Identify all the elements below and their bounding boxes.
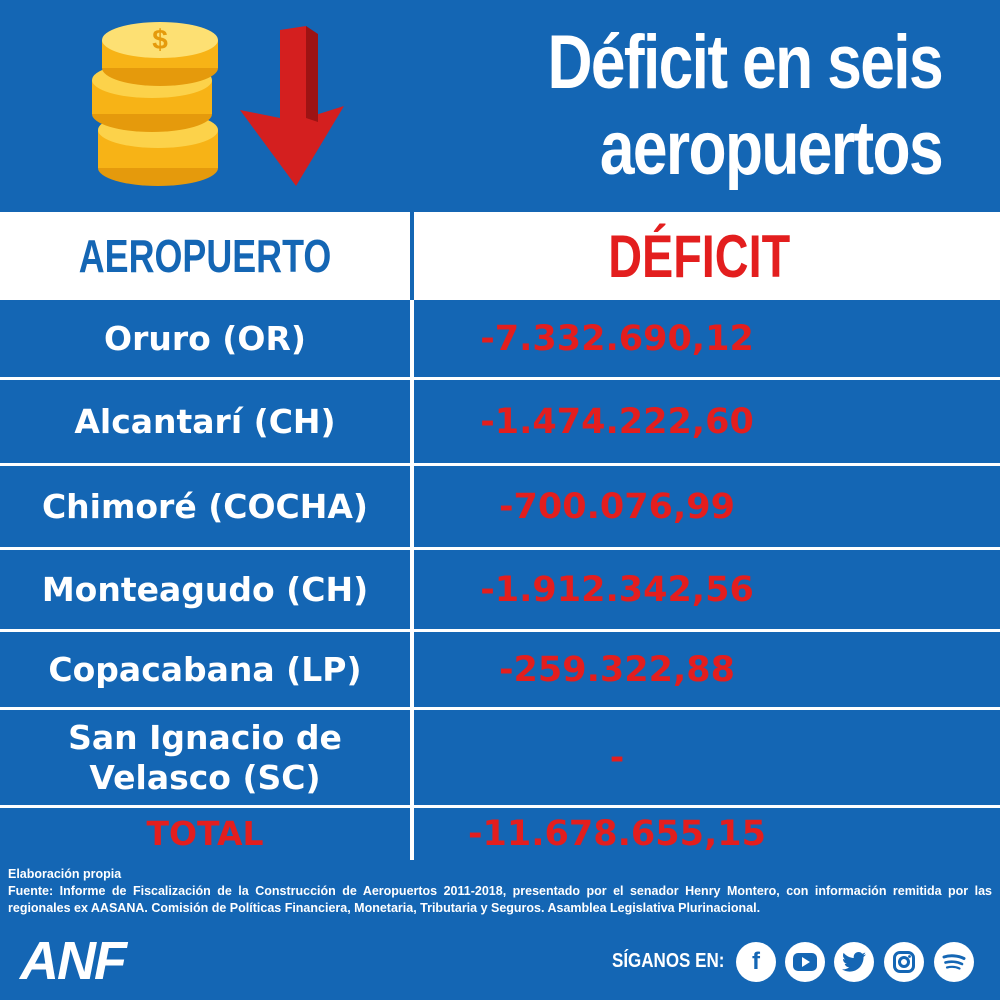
spotify-icon[interactable]	[934, 942, 974, 982]
deficit-cell: -259.322,88	[414, 632, 1000, 707]
airport-cell: Alcantarí (CH)	[74, 401, 336, 441]
table-header: AEROPUERTO DÉFICIT	[0, 212, 1000, 300]
source-note: Elaboración propia Fuente: Informe de Fi…	[0, 866, 1000, 917]
deficit-cell: -7.332.690,12	[414, 300, 1000, 377]
svg-text:$: $	[152, 24, 168, 55]
deficit-table: AEROPUERTO DÉFICIT Oruro (OR) -7.332.690…	[0, 212, 1000, 860]
total-value: -11.678.655,15	[468, 814, 766, 854]
deficit-value: -259.322,88	[499, 649, 735, 690]
column-divider	[410, 380, 414, 463]
page-title: Déficit en seis aeropuertos	[483, 20, 944, 192]
header-divider	[410, 212, 414, 300]
facebook-icon[interactable]: f	[736, 942, 776, 982]
total-row: TOTAL -11.678.655,15	[0, 808, 1000, 860]
airport-cell: Chimoré (COCHA)	[41, 486, 369, 526]
column-divider	[410, 466, 414, 547]
airport-cell: Oruro (OR)	[104, 318, 306, 358]
deficit-value: -1.474.222,60	[480, 401, 754, 442]
deficit-value: -7.332.690,12	[480, 318, 754, 359]
airport-cell: Copacabana (LP)	[48, 649, 362, 689]
deficit-value: -700.076,99	[499, 486, 735, 527]
deficit-value: -	[609, 737, 625, 778]
header: $ Déficit en seis aeropuertos	[0, 0, 1000, 212]
table-row: Chimoré (COCHA) -700.076,99	[0, 466, 1000, 550]
title-line-1: Déficit en seis	[547, 20, 943, 105]
deficit-cell: -	[414, 710, 1000, 805]
column-divider	[410, 808, 414, 860]
deficit-cell: -1.474.222,60	[414, 380, 1000, 463]
twitter-icon[interactable]	[834, 942, 874, 982]
instagram-icon[interactable]	[884, 942, 924, 982]
deficit-value: -1.912.342,56	[480, 569, 754, 610]
table-row: Copacabana (LP) -259.322,88	[0, 632, 1000, 710]
column-divider	[410, 710, 414, 805]
total-label: TOTAL	[146, 814, 264, 853]
table-row: San Ignacio de Velasco (SC) -	[0, 710, 1000, 808]
anf-logo: ANF	[20, 931, 127, 991]
table-row: Alcantarí (CH) -1.474.222,60	[0, 380, 1000, 466]
column-header-airport: AEROPUERTO	[78, 230, 332, 282]
total-cell: -11.678.655,15	[414, 808, 1000, 860]
coins-icon: $	[92, 22, 218, 186]
youtube-icon[interactable]	[785, 942, 825, 982]
deficit-cell: -1.912.342,56	[414, 550, 1000, 629]
table-row: Oruro (OR) -7.332.690,12	[0, 300, 1000, 380]
source-text: Fuente: Informe de Fiscalización de la C…	[8, 884, 992, 915]
credit-text: Elaboración propia	[8, 867, 122, 881]
column-divider	[410, 550, 414, 629]
column-header-deficit: DÉFICIT	[608, 222, 791, 290]
arrow-down-icon	[240, 26, 344, 186]
title-line-2: aeropuertos	[599, 106, 944, 191]
table-row: Monteagudo (CH) -1.912.342,56	[0, 550, 1000, 632]
column-divider	[410, 632, 414, 707]
airport-cell: San Ignacio de Velasco (SC)	[68, 717, 342, 797]
column-divider	[410, 300, 414, 377]
follow-label: SÍGANOS EN:	[612, 950, 725, 972]
airport-cell: Monteagudo (CH)	[41, 569, 369, 609]
deficit-cell: -700.076,99	[414, 466, 1000, 547]
